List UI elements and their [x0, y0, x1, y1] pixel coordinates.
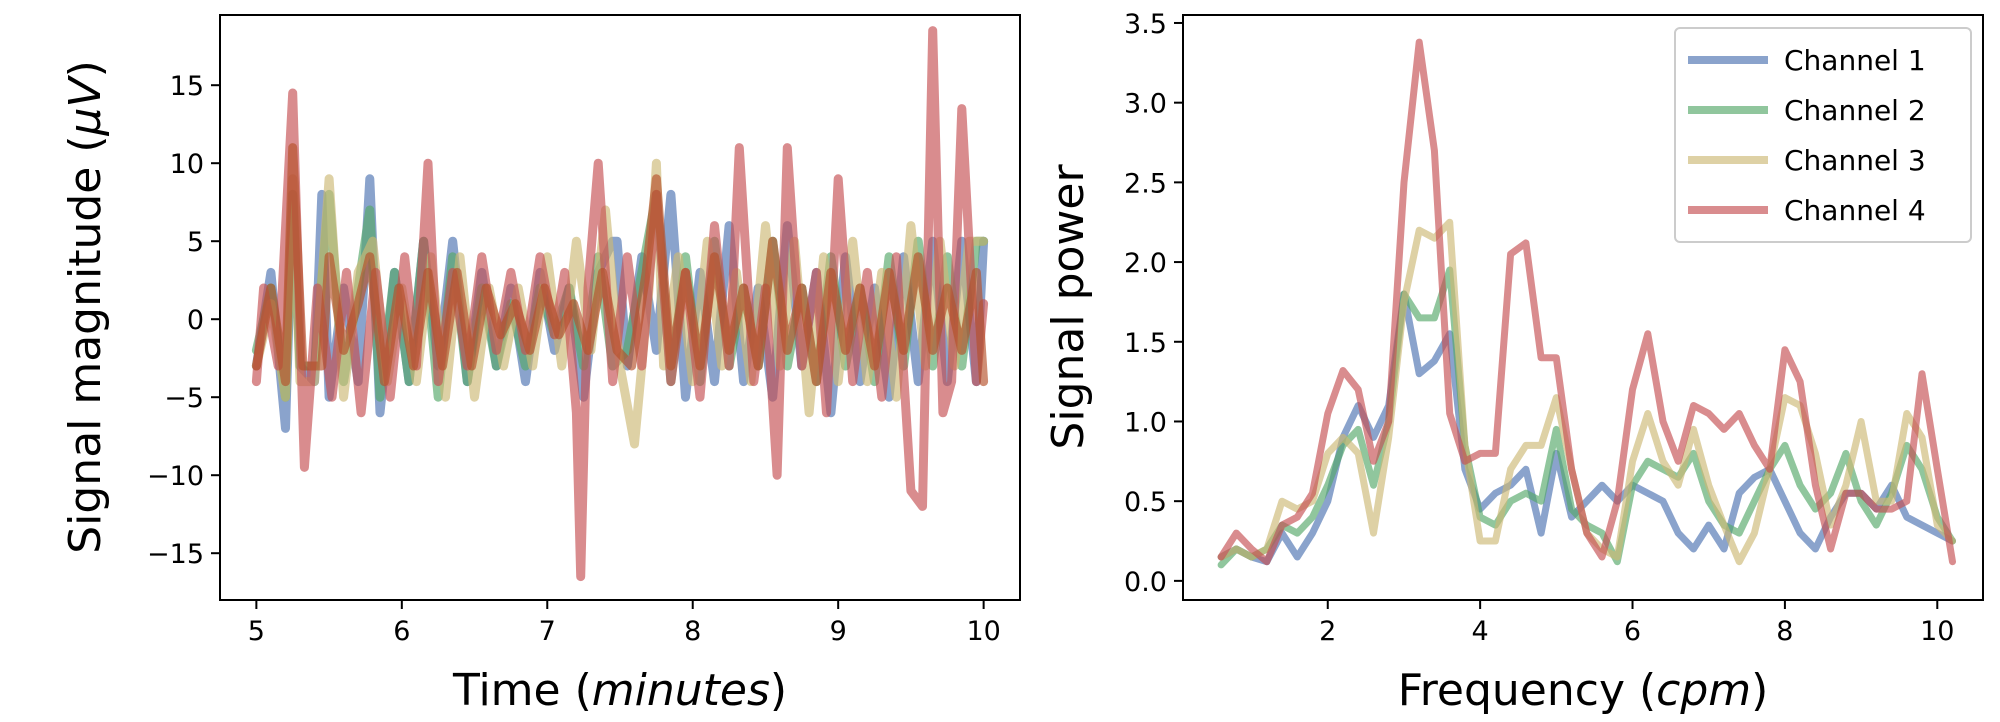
power-spectrum-chart: 2 4 6 8 10 0.0 0.5 1.0 1.5 2.0 2.5 3.0 3.5 Frequency… — [1043, 9, 1984, 716]
time-series-x-tick-label: 5 — [248, 616, 265, 647]
time-series-x-tick-label: 7 — [539, 616, 556, 647]
time-series-x-tick-label: 9 — [830, 616, 847, 647]
power-spectrum-x-tick-label: 6 — [1624, 616, 1641, 647]
power-spectrum-plot-area — [1217, 38, 1956, 569]
power-spectrum-y-tick-label: 0.5 — [1124, 487, 1167, 518]
time-series-ticks: 5 6 7 8 9 10 −15 −10 −5 0 5 10 15 — [147, 71, 1001, 647]
power-spectrum-x-tick-label: 2 — [1319, 616, 1336, 647]
legend-label-channel-4: Channel 4 — [1784, 194, 1926, 227]
legend-label-channel-2: Channel 2 — [1784, 94, 1926, 127]
legend-label-channel-3: Channel 3 — [1784, 144, 1926, 177]
time-series-y-tick-label: −5 — [164, 383, 204, 414]
time-series-series-line-5 — [251, 143, 989, 387]
power-spectrum-axes-frame — [1182, 14, 1984, 601]
time-series-y-tick-label: −15 — [147, 539, 204, 570]
time-series-y-tick-label: 15 — [170, 71, 204, 102]
time-series-y-axis-label: Signal magnitude (μV) — [60, 60, 111, 554]
power-spectrum-x-tick-label: 10 — [1920, 616, 1954, 647]
power-spectrum-x-axis-label: Frequency (cpm) — [1398, 665, 1769, 716]
power-spectrum-y-tick-label: 1.0 — [1124, 407, 1167, 438]
time-series-chart: 5 6 7 8 9 10 −15 −10 −5 0 5 10 15 Time (minutes) Sig… — [60, 14, 1021, 716]
power-spectrum-x-tick-label: 4 — [1472, 616, 1489, 647]
power-spectrum-x-tick-label: 8 — [1776, 616, 1793, 647]
power-spectrum-series-line-4 — [1217, 38, 1956, 566]
legend: Channel 1 Channel 2 Channel 3 Channel 4 — [1674, 27, 1972, 243]
time-series-y-tick-label: 10 — [170, 149, 204, 180]
time-series-x-tick-label: 10 — [966, 616, 1000, 647]
time-series-y-tick-label: −10 — [147, 461, 204, 492]
time-series-x-tick-label: 8 — [684, 616, 701, 647]
power-spectrum-ticks: 2 4 6 8 10 0.0 0.5 1.0 1.5 2.0 2.5 3.0 3.5 — [1124, 9, 1954, 647]
power-spectrum-y-tick-label: 2.0 — [1124, 248, 1167, 279]
legend-label-channel-1: Channel 1 — [1784, 44, 1926, 77]
time-series-x-tick-label: 6 — [393, 616, 410, 647]
time-series-y-tick-label: 0 — [187, 305, 204, 336]
power-spectrum-y-axis-label: Signal power — [1043, 164, 1094, 450]
power-spectrum-y-tick-label: 1.5 — [1124, 328, 1167, 359]
time-series-axes-frame — [219, 14, 1021, 601]
time-series-y-tick-label: 5 — [187, 227, 204, 258]
power-spectrum-y-tick-label: 2.5 — [1124, 168, 1167, 199]
power-spectrum-y-tick-label: 0.0 — [1124, 567, 1167, 598]
time-series-plot-area — [251, 26, 989, 582]
power-spectrum-y-tick-label: 3.5 — [1124, 9, 1167, 40]
legend-box — [1674, 27, 1972, 243]
time-series-x-axis-label: Time (minutes) — [452, 665, 787, 716]
power-spectrum-y-tick-label: 3.0 — [1124, 89, 1167, 120]
